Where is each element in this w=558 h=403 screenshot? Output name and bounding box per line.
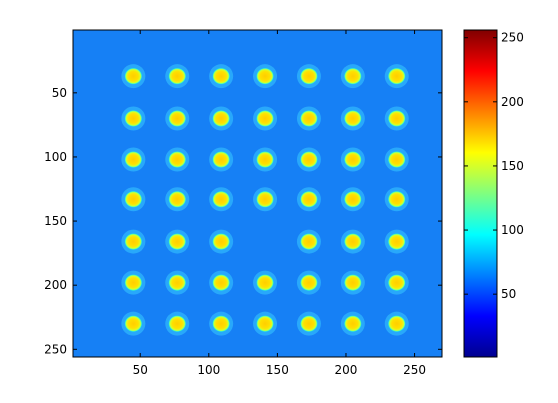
y-tick-label: 150 xyxy=(44,214,67,228)
axes-box xyxy=(72,29,443,358)
spot xyxy=(256,67,275,85)
spot xyxy=(299,190,318,208)
spot xyxy=(299,315,318,333)
spot xyxy=(343,151,362,169)
spot xyxy=(212,151,231,169)
spot xyxy=(168,190,187,208)
spot xyxy=(343,233,362,251)
spot xyxy=(387,67,406,85)
spot xyxy=(343,315,362,333)
spot xyxy=(168,315,187,333)
x-tick-label: 150 xyxy=(266,363,289,377)
spot xyxy=(343,190,362,208)
heatmap-axes: 50 100 150 200 250 50 100 150 200 250 xyxy=(44,29,443,377)
colorbar: 50 100 150 200 250 xyxy=(463,29,524,358)
spot xyxy=(212,190,231,208)
spot xyxy=(168,274,187,292)
spot xyxy=(343,67,362,85)
spot xyxy=(299,151,318,169)
spot xyxy=(299,67,318,85)
spot xyxy=(168,233,187,251)
spot xyxy=(124,233,143,251)
spot xyxy=(212,67,231,85)
spot xyxy=(256,315,275,333)
x-tick-label: 100 xyxy=(197,363,220,377)
x-tick-label: 250 xyxy=(403,363,426,377)
spot xyxy=(212,274,231,292)
spot xyxy=(299,274,318,292)
spot xyxy=(124,315,143,333)
spot xyxy=(256,109,275,127)
spot xyxy=(387,233,406,251)
spot xyxy=(387,190,406,208)
colorbar-tick-label: 200 xyxy=(501,95,524,109)
spot xyxy=(168,109,187,127)
spot xyxy=(124,109,143,127)
spot xyxy=(212,109,231,127)
y-tick-label: 50 xyxy=(52,86,67,100)
y-tick-label: 100 xyxy=(44,150,67,164)
y-tick-label: 250 xyxy=(44,342,67,356)
spot xyxy=(212,233,231,251)
spot xyxy=(387,151,406,169)
colorbar-tick-label: 100 xyxy=(501,223,524,237)
colorbar-tick-label: 150 xyxy=(501,159,524,173)
spot xyxy=(343,274,362,292)
spot xyxy=(256,190,275,208)
colorbar-tick-label: 250 xyxy=(501,31,524,45)
colorbar-ticks: 50 100 150 200 250 xyxy=(464,31,524,301)
spot xyxy=(168,67,187,85)
spot xyxy=(299,109,318,127)
spot xyxy=(299,233,318,251)
x-axis-ticks: 50 100 150 200 250 xyxy=(133,30,426,377)
spot xyxy=(387,315,406,333)
spot-layer xyxy=(121,64,409,336)
y-axis-ticks: 50 100 150 200 250 xyxy=(44,86,442,356)
y-tick-label: 200 xyxy=(44,278,67,292)
spot xyxy=(256,151,275,169)
spot xyxy=(124,151,143,169)
x-tick-label: 200 xyxy=(335,363,358,377)
spot xyxy=(387,274,406,292)
spot xyxy=(124,67,143,85)
colorbar-tick-label: 50 xyxy=(501,287,516,301)
spot xyxy=(212,315,231,333)
spot xyxy=(387,109,406,127)
x-tick-label: 50 xyxy=(133,363,148,377)
colorbar-gradient xyxy=(463,29,498,358)
spot xyxy=(256,274,275,292)
spot xyxy=(124,190,143,208)
spot xyxy=(343,109,362,127)
spot xyxy=(168,151,187,169)
spot xyxy=(124,274,143,292)
